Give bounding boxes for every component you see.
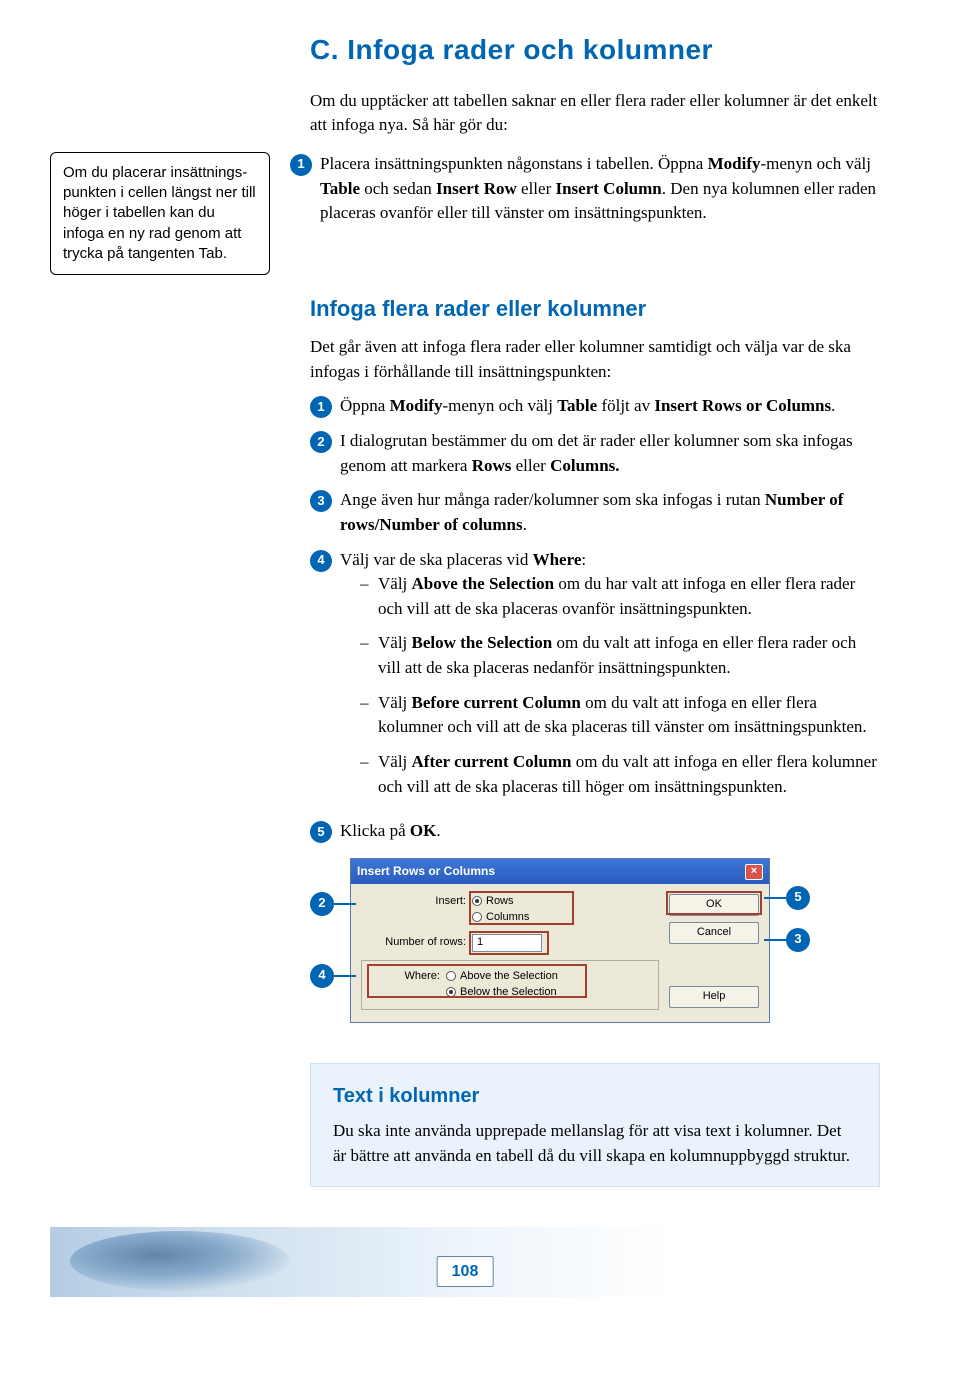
sub-bullet: –Välj Above the Selection om du har valt… (360, 572, 880, 621)
close-icon[interactable]: × (745, 864, 763, 880)
step-text: Välj var de ska placeras vid Where: –Väl… (340, 548, 880, 810)
callout-line (334, 975, 356, 977)
step-item: 1 Placera insättningspunkten någonstans … (290, 152, 880, 226)
ok-button[interactable]: OK (669, 894, 759, 916)
step-badge: 2 (310, 431, 332, 453)
page-footer: 108 (50, 1217, 880, 1297)
radio-above[interactable]: Above the Selection (446, 969, 558, 985)
step-badge: 1 (310, 396, 332, 418)
cancel-button[interactable]: Cancel (669, 922, 759, 944)
dialog-title: Insert Rows or Columns (357, 863, 495, 880)
dialog-window: Insert Rows or Columns × Insert: Rows Co… (350, 858, 770, 1023)
footer-blob (70, 1231, 290, 1291)
callout-2: 2 (310, 892, 334, 916)
subsection-heading: Infoga flera rader eller kolumner (310, 293, 880, 325)
callout-5: 5 (786, 886, 810, 910)
step-badge: 5 (310, 821, 332, 843)
step-item: 2 I dialogrutan bestämmer du om det är r… (310, 429, 880, 478)
intro-paragraph: Om du upptäcker att tabellen saknar en e… (310, 89, 880, 138)
step-item: 3 Ange även hur många rader/kolumner som… (310, 488, 880, 537)
callout-line (764, 897, 786, 899)
step-badge: 3 (310, 490, 332, 512)
tip-box: Text i kolumner Du ska inte använda uppr… (310, 1063, 880, 1187)
step-item: 5 Klicka på OK. (310, 819, 880, 844)
number-label: Number of rows: (361, 935, 466, 951)
page-number: 108 (437, 1256, 494, 1287)
insert-label: Insert: (361, 894, 466, 910)
dialog-screenshot: 2 4 5 3 Insert Rows or Columns × Insert:… (310, 858, 810, 1023)
callout-line (764, 939, 786, 941)
radio-columns[interactable]: Columns (472, 910, 529, 926)
radio-below[interactable]: Below the Selection (446, 985, 558, 1001)
sidebar-tip-box: Om du placerar insättnings­punkten i cel… (50, 152, 270, 275)
step-text: Klicka på OK. (340, 819, 880, 844)
help-button[interactable]: Help (669, 986, 759, 1008)
sub-bullet: –Välj Before current Column om du valt a… (360, 691, 880, 740)
tip-body: Du ska inte använda upprepade mellanslag… (333, 1119, 857, 1168)
section-heading: C. Infoga rader och kolumner (310, 30, 880, 71)
step-text: I dialogrutan bestämmer du om det är rad… (340, 429, 880, 478)
radio-rows[interactable]: Rows (472, 894, 529, 910)
number-input[interactable]: 1 (472, 934, 542, 952)
dialog-titlebar: Insert Rows or Columns × (351, 859, 769, 884)
tip-title: Text i kolumner (333, 1082, 857, 1111)
step-text: Öppna Modify-menyn och välj Table följt … (340, 394, 880, 419)
step-text: Ange även hur många rader/kolumner som s… (340, 488, 880, 537)
callout-3: 3 (786, 928, 810, 952)
step-text: Placera insättningspunkten någonstans i … (320, 152, 880, 226)
step-badge: 1 (290, 154, 312, 176)
step-item: 4 Välj var de ska placeras vid Where: –V… (310, 548, 880, 810)
callout-4: 4 (310, 964, 334, 988)
step-item: 1 Öppna Modify-menyn och välj Table följ… (310, 394, 880, 419)
where-label: Where: (370, 969, 440, 985)
callout-line (334, 903, 356, 905)
subsection-intro: Det går även att infoga flera rader elle… (310, 335, 880, 384)
sub-bullet: –Välj Below the Selection om du valt att… (360, 631, 880, 680)
step-badge: 4 (310, 550, 332, 572)
sub-bullet: –Välj After current Column om du valt at… (360, 750, 880, 799)
